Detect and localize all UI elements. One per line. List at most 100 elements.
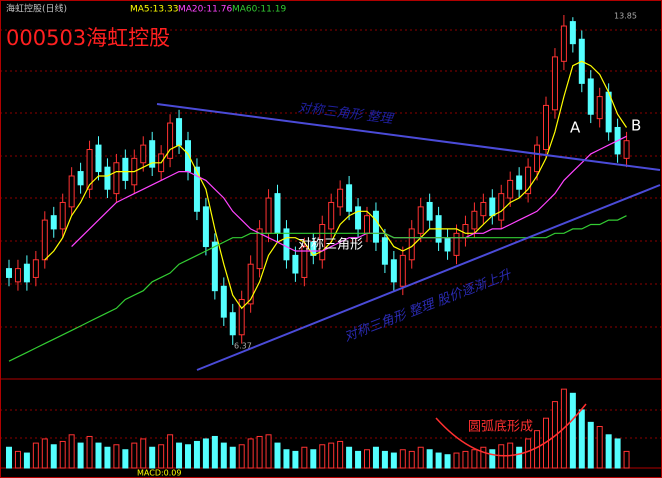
candle-body [202, 206, 209, 248]
volume-bar [346, 446, 353, 469]
volume-bar [605, 434, 612, 469]
volume-bar [122, 449, 129, 469]
legend-entry: MA5:13.33 [130, 5, 178, 15]
arc-curve [435, 403, 587, 457]
candle-body [444, 237, 451, 252]
volume-bar [211, 435, 218, 469]
candle-body [86, 149, 93, 190]
volume-bar [587, 421, 594, 469]
volume-bar [426, 449, 433, 469]
volume-bar [68, 434, 75, 469]
candle-body [372, 210, 379, 243]
candle-body [543, 104, 549, 151]
candle-body [229, 312, 236, 336]
candle-body [337, 188, 344, 208]
volume-bar [113, 444, 120, 469]
volume-bar [319, 444, 326, 469]
candle-body [534, 144, 541, 173]
volume-bar [23, 452, 30, 469]
chart-title: 000503海虹控股 [6, 26, 170, 50]
volume-bar [202, 438, 209, 469]
volume-bar [301, 446, 308, 469]
candle-body [560, 25, 567, 62]
volume-bar [525, 438, 532, 469]
volume-bar [283, 449, 290, 469]
candle-body [220, 285, 227, 318]
candle-body [167, 122, 174, 159]
candle-body [525, 166, 532, 195]
candle-body [274, 193, 281, 234]
volume-bar [462, 450, 469, 469]
annotation: B [631, 117, 641, 135]
ma-line [8, 215, 627, 362]
volume-bar [614, 438, 621, 469]
candle-body [355, 206, 362, 230]
volume-bar [328, 442, 335, 469]
ma-line [71, 135, 627, 252]
volume-bar [256, 435, 263, 469]
plot-area [6, 14, 630, 469]
candle-body [381, 237, 388, 265]
candle-body [23, 263, 30, 283]
candle-body [104, 166, 111, 190]
candle-body [516, 175, 523, 190]
candle-body [193, 166, 200, 212]
volume-bar [292, 450, 299, 469]
candle-body [32, 259, 39, 278]
volume-bar [104, 446, 111, 469]
candle-body [596, 96, 603, 120]
candle-body [77, 171, 84, 186]
volume-bar [32, 442, 39, 469]
candle-body [507, 179, 514, 199]
volume-bar [444, 454, 451, 469]
subtitle: 海虹控股(日线) [6, 3, 67, 15]
volume-bar [131, 442, 138, 469]
macd-label: MACD:0.09 [137, 469, 182, 478]
candle-body [399, 254, 406, 287]
upper-trendline [156, 103, 661, 171]
annotation: 圆弧底形成 [468, 419, 533, 435]
annotation: 对称三角形 整理 [297, 101, 395, 128]
candle-body [68, 175, 75, 208]
volume-bar [274, 442, 281, 469]
volume-bar [14, 450, 21, 469]
volume-bar [381, 450, 388, 469]
volume-bar [50, 444, 57, 469]
volume-bar [149, 446, 156, 469]
legend-entry: MA20:11.76 [178, 5, 232, 15]
volume-bar [265, 434, 272, 469]
candle-body [59, 201, 66, 230]
volume-bar [489, 449, 496, 469]
volume-bar [480, 446, 487, 469]
volume-bar [578, 409, 585, 469]
annotation: 对称三角形 [298, 238, 363, 253]
volume-bar [158, 444, 165, 469]
volume-bar [140, 438, 147, 469]
candle-body [328, 201, 335, 230]
candle-body [319, 224, 326, 261]
candle-body [113, 162, 120, 195]
volume-bar [596, 426, 603, 469]
volume-bar [623, 450, 630, 469]
volume-bar [408, 450, 415, 469]
volume-bar [453, 452, 460, 469]
volume-bar [337, 440, 344, 469]
candle-body [364, 215, 370, 234]
candle-body [176, 118, 183, 146]
candle-body [417, 206, 424, 234]
volume-bar [59, 440, 66, 469]
annotation: A [570, 119, 581, 137]
candle-body [623, 140, 630, 159]
candle-body [247, 263, 254, 305]
volume-bar [77, 442, 84, 469]
candle-body [551, 56, 558, 111]
candle-body [95, 144, 102, 173]
volume-bar [364, 449, 370, 469]
volume-bar [247, 438, 254, 469]
volume-bar [41, 438, 48, 469]
volume-bar [176, 442, 183, 469]
trendlines [156, 103, 661, 457]
volume-bar [435, 452, 442, 469]
candle-body [6, 268, 12, 278]
candle-body [283, 228, 290, 261]
